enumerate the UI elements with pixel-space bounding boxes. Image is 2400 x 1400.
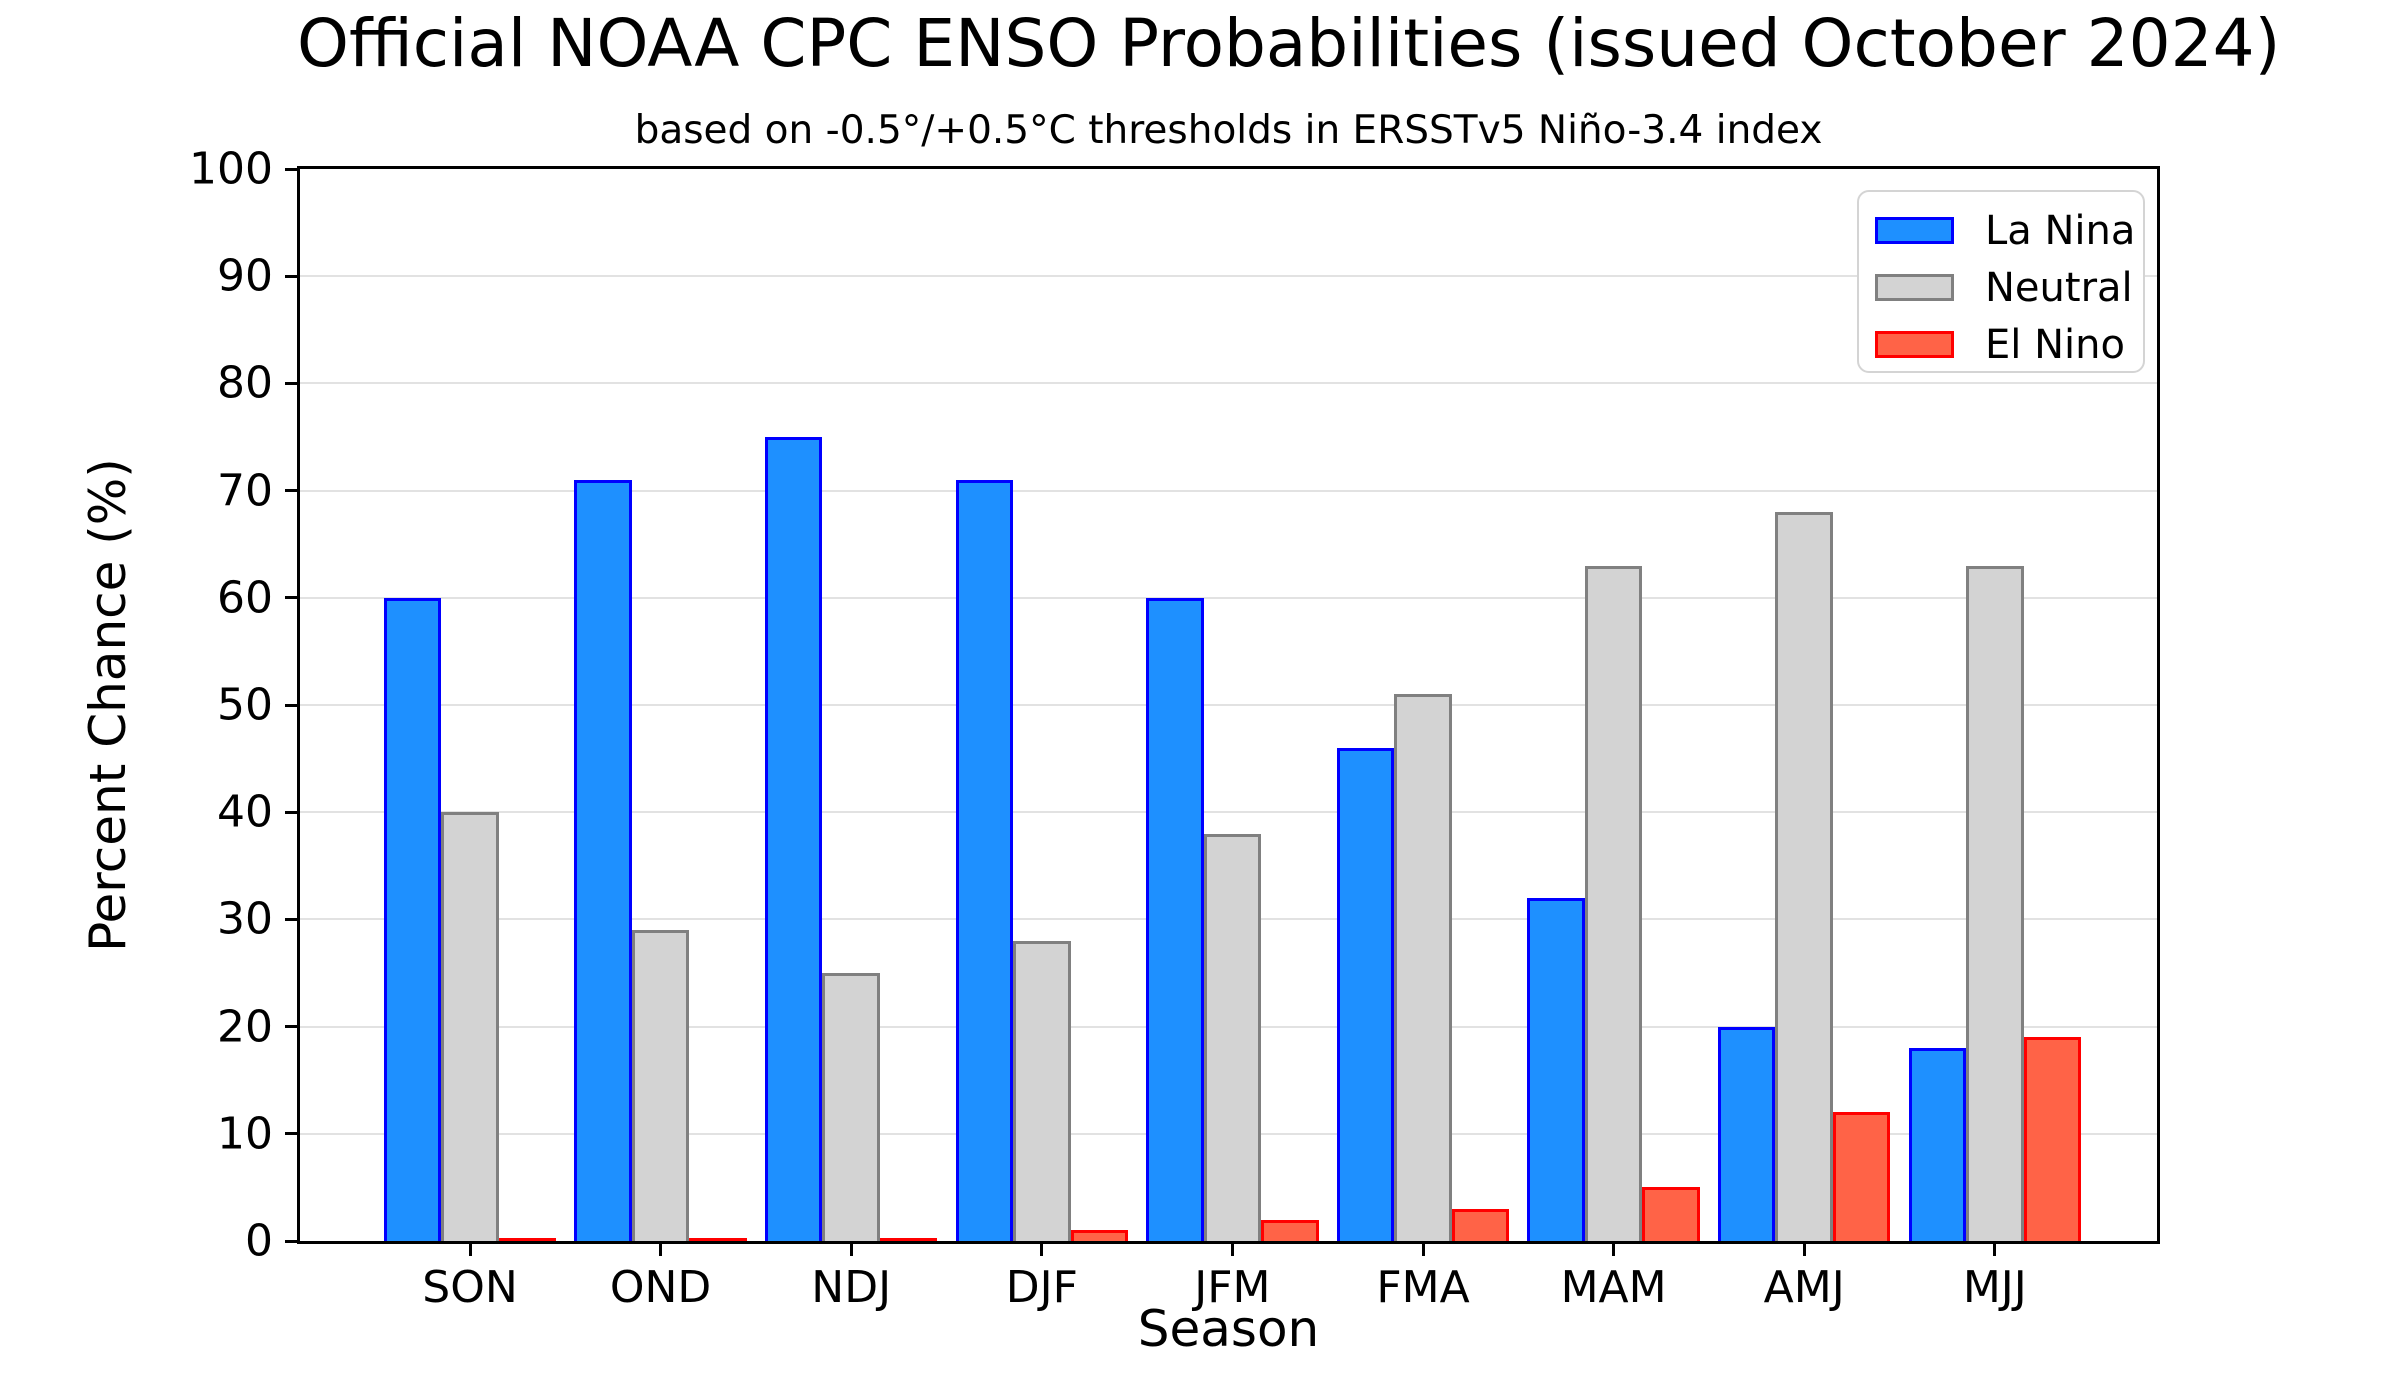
bar-el-nino-ndj [879, 1238, 938, 1241]
legend-label-la-nina: La Nina [1985, 207, 2136, 254]
y-tick-mark-60 [285, 596, 297, 600]
bar-el-nino-jfm [1261, 1219, 1319, 1241]
legend-swatch-neutral [1875, 274, 1954, 301]
y-tick-label-10: 10 [217, 1108, 273, 1160]
bar-el-nino-mjj [2023, 1037, 2082, 1241]
y-tick-mark-50 [285, 703, 297, 707]
legend-item-neutral: Neutral [1859, 259, 2143, 316]
bar-el-nino-son [498, 1238, 557, 1241]
legend-label-neutral: Neutral [1985, 264, 2133, 311]
y-tick-mark-10 [285, 1132, 297, 1136]
plot-area: La Nina Neutral El Nino [297, 166, 2160, 1244]
y-tick-label-100: 100 [189, 143, 273, 195]
y-tick-mark-100 [285, 167, 297, 171]
y-axis-label: Percent Chance (%) [79, 458, 137, 952]
x-tick-mark-JFM [1230, 1244, 1234, 1256]
y-tick-label-80: 80 [217, 357, 273, 409]
x-tick-label-DJF: DJF [1005, 1262, 1078, 1313]
bar-la-nina-son [383, 597, 442, 1241]
bar-neutral-ndj [822, 973, 880, 1241]
bar-el-nino-amj [1832, 1112, 1891, 1241]
legend-item-el-nino: El Nino [1859, 316, 2143, 373]
gridline-60 [300, 596, 2157, 599]
bar-neutral-mjj [1966, 565, 2024, 1241]
gridline-70 [300, 489, 2157, 492]
gridline-90 [300, 275, 2157, 278]
x-tick-mark-MAM [1612, 1244, 1616, 1256]
x-tick-label-MAM: MAM [1560, 1262, 1667, 1313]
x-axis-label: Season [1137, 1300, 1320, 1358]
bar-neutral-mam [1584, 565, 1643, 1241]
x-tick-label-OND: OND [609, 1262, 712, 1313]
chart-subtitle: based on -0.5°/+0.5°C thresholds in ERSS… [634, 108, 1823, 153]
bar-el-nino-fma [1451, 1208, 1510, 1241]
bar-la-nina-djf [955, 479, 1014, 1241]
bar-neutral-amj [1775, 512, 1833, 1241]
bar-la-nina-ond [574, 479, 632, 1241]
y-tick-mark-80 [285, 381, 297, 385]
bar-neutral-ond [631, 930, 690, 1241]
x-tick-label-MJJ: MJJ [1962, 1262, 2027, 1313]
bar-el-nino-ond [689, 1238, 747, 1241]
y-tick-label-30: 30 [217, 893, 273, 945]
x-tick-mark-AMJ [1802, 1244, 1806, 1256]
x-tick-mark-SON [468, 1244, 472, 1256]
y-tick-mark-90 [285, 274, 297, 278]
x-tick-label-AMJ: AMJ [1763, 1262, 1845, 1313]
x-tick-label-FMA: FMA [1376, 1262, 1470, 1313]
x-tick-label-JFM: JFM [1194, 1262, 1271, 1313]
y-tick-mark-30 [285, 917, 297, 921]
legend: La Nina Neutral El Nino [1857, 190, 2145, 373]
legend-swatch-la-nina [1875, 217, 1954, 244]
gridline-50 [300, 704, 2157, 706]
x-tick-mark-FMA [1421, 1244, 1425, 1256]
gridline-80 [300, 382, 2157, 385]
x-tick-mark-MJJ [1993, 1244, 1997, 1256]
legend-label-el-nino: El Nino [1985, 321, 2125, 368]
bar-la-nina-mjj [1908, 1048, 1967, 1241]
bar-la-nina-amj [1717, 1026, 1776, 1241]
y-tick-label-0: 0 [245, 1215, 273, 1267]
chart-title: Official NOAA CPC ENSO Probabilities (is… [297, 5, 2281, 82]
bar-neutral-djf [1013, 940, 1071, 1241]
bar-neutral-jfm [1203, 833, 1262, 1241]
bar-la-nina-fma [1336, 747, 1395, 1241]
y-tick-label-90: 90 [217, 250, 273, 302]
y-tick-mark-0 [285, 1239, 297, 1243]
x-tick-label-SON: SON [422, 1262, 518, 1313]
y-tick-label-40: 40 [217, 786, 273, 838]
x-tick-mark-OND [659, 1244, 663, 1256]
y-tick-mark-20 [285, 1025, 297, 1029]
x-tick-mark-DJF [1040, 1244, 1044, 1256]
bar-la-nina-jfm [1146, 597, 1204, 1241]
bar-el-nino-djf [1070, 1230, 1129, 1241]
y-tick-label-20: 20 [217, 1001, 273, 1053]
bar-neutral-son [441, 812, 499, 1241]
y-tick-label-70: 70 [217, 465, 273, 517]
legend-item-la-nina: La Nina [1859, 202, 2143, 259]
y-tick-mark-40 [285, 810, 297, 814]
y-tick-label-50: 50 [217, 679, 273, 731]
x-tick-label-NDJ: NDJ [811, 1262, 892, 1313]
bar-la-nina-ndj [764, 437, 823, 1241]
y-tick-mark-70 [285, 489, 297, 493]
bar-la-nina-mam [1527, 897, 1585, 1241]
y-tick-label-60: 60 [217, 572, 273, 624]
bar-el-nino-mam [1642, 1187, 1700, 1241]
bar-neutral-fma [1394, 694, 1452, 1241]
legend-swatch-el-nino [1875, 331, 1954, 358]
gridline-40 [300, 811, 2157, 814]
x-tick-mark-NDJ [849, 1244, 853, 1256]
